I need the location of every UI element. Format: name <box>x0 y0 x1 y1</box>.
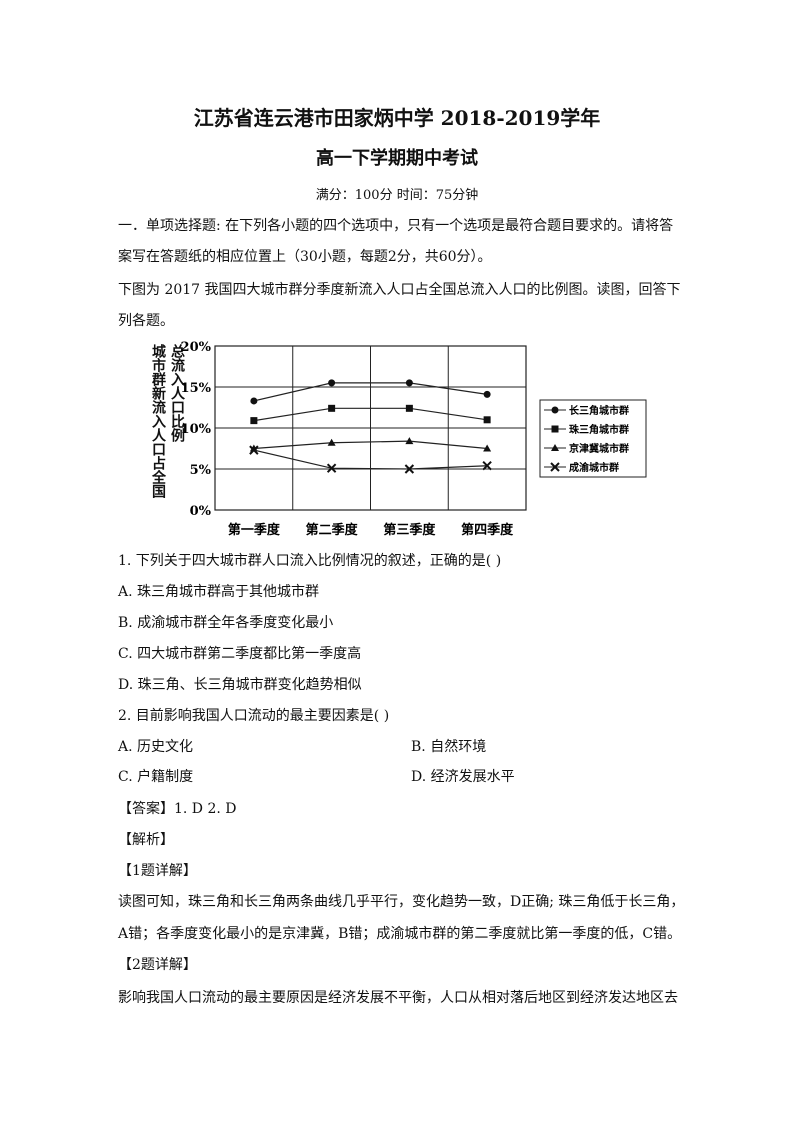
data-point-square <box>483 416 491 424</box>
data-point-triangle <box>483 444 492 452</box>
chart-y-axis-label: 城市群新流入人口占全国总流入人口比例 <box>150 344 185 498</box>
series-line <box>253 382 488 402</box>
y-tick-label: 15% <box>181 381 212 396</box>
question-option: D. 经济发展水平 <box>411 769 515 785</box>
q2-explanation: 影响我国人口流动的最主要原因是经济发展不平衡，人口从相对落后地区到经济发达地区去 <box>118 990 678 1006</box>
y-tick-label: 10% <box>181 422 212 437</box>
data-point-circle <box>250 397 258 405</box>
page-title: 江苏省连云港市田家炳中学 2018-2019学年 <box>193 106 601 130</box>
series-line <box>253 440 488 450</box>
line-chart: 0% 5% 10% 15% 20% 第一季度 第二季度 第三季度 第四季度 长三角城市群珠三角城市… <box>181 340 647 538</box>
intro-line: 下图为 2017 我国四大城市群分季度新流入人口占全国总流入人口的比例图。读图，… <box>118 282 681 298</box>
legend-marker-triangle <box>551 444 559 451</box>
x-tick-label: 第三季度 <box>383 522 436 538</box>
q2-heading: 【2题详解】 <box>118 957 197 973</box>
y-tick-label: 0% <box>190 504 212 519</box>
question-option: B. 自然环境 <box>411 739 487 755</box>
exam-meta: 满分：100分 时间：75分钟 <box>315 188 479 203</box>
legend-label: 长三角城市群 <box>569 404 629 417</box>
data-point-square <box>405 404 413 412</box>
q1-explanation: A错；各季度变化最小的是京津冀，B错；成渝城市群的第二季度就比第一季度的低，C错… <box>118 926 682 942</box>
data-point-circle <box>405 379 413 387</box>
question-option: D. 珠三角、长三角城市群变化趋势相似 <box>118 677 362 693</box>
legend-label: 珠三角城市群 <box>569 423 629 436</box>
legend-label: 成渝城市群 <box>569 461 619 474</box>
data-point-square <box>250 417 258 425</box>
x-tick-label: 第一季度 <box>228 522 281 538</box>
question-option: B. 成渝城市群全年各季度变化最小 <box>118 615 334 631</box>
x-tick-label: 第四季度 <box>461 522 514 538</box>
legend-marker-square <box>551 425 559 433</box>
intro-line: 案写在答题纸的相应位置上（30小题，每题2分，共60分）。 <box>118 249 492 265</box>
x-tick-label: 第二季度 <box>306 522 359 538</box>
question-stem: 1. 下列关于四大城市群人口流入比例情况的叙述，正确的是( ) <box>118 553 502 569</box>
y-tick-label: 5% <box>190 463 212 478</box>
legend-label: 京津冀城市群 <box>569 442 629 455</box>
series-line <box>253 449 488 470</box>
intro-line: 一．单项选择题: 在下列各小题的四个选项中，只有一个选项是最符合题目要求的。请将… <box>118 218 674 234</box>
data-point-triangle <box>249 444 258 452</box>
y-tick-label: 20% <box>181 340 212 355</box>
question-option: A. 历史文化 <box>118 739 194 755</box>
question-option: A. 珠三角城市群高于其他城市群 <box>118 584 320 600</box>
data-point-triangle <box>327 438 336 446</box>
data-point-x <box>482 461 492 471</box>
series-line <box>253 407 488 422</box>
q1-explanation: 读图可知，珠三角和长三角两条曲线几乎平行，变化趋势一致，D正确; 珠三角低于长三… <box>118 894 685 910</box>
data-point-triangle <box>405 437 414 445</box>
data-point-x <box>326 463 337 473</box>
analysis-heading: 【解析】 <box>118 832 174 848</box>
data-point-x <box>404 464 415 474</box>
legend-marker-x <box>550 462 560 472</box>
data-point-circle <box>328 379 336 387</box>
data-point-x <box>249 445 259 455</box>
data-point-circle <box>483 390 491 398</box>
data-point-square <box>328 404 336 412</box>
legend-marker-circle <box>551 406 559 414</box>
intro-line: 列各题。 <box>118 313 174 329</box>
page-subtitle: 高一下学期期中考试 <box>316 148 478 169</box>
q1-heading: 【1题详解】 <box>118 863 197 879</box>
question-option: C. 四大城市群第二季度都比第一季度高 <box>118 646 362 662</box>
question-stem: 2. 目前影响我国人口流动的最主要因素是( ) <box>118 708 390 724</box>
question-option: C. 户籍制度 <box>118 769 194 785</box>
answer-line: 【答案】1. D 2. D <box>118 801 237 817</box>
